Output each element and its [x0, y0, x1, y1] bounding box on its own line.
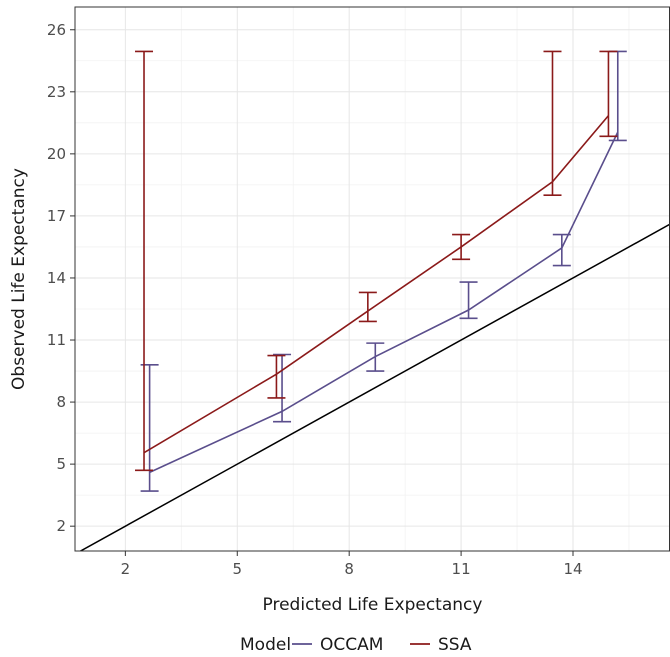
grid-major [75, 7, 670, 551]
legend-label-ssa: SSA [438, 635, 472, 655]
x-axis-title: Predicted Life Expectancy [263, 595, 483, 615]
identity-line [79, 223, 670, 551]
x-tick-label: 5 [232, 560, 242, 578]
y-tick-label: 23 [47, 83, 66, 101]
x-tick-label: 11 [452, 560, 471, 578]
error-bar-ssa [267, 354, 286, 399]
error-bar-ssa [452, 233, 471, 261]
series-line-ssa [143, 115, 610, 454]
y-tick-label: 20 [47, 145, 66, 163]
error-bar-ssa [599, 50, 618, 138]
series-group [135, 50, 627, 492]
error-bar-occam [608, 50, 627, 142]
error-bar-occam [552, 233, 571, 267]
panel-border [74, 6, 670, 552]
error-bar-occam [366, 342, 385, 372]
legend: Model OCCAM SSA [240, 635, 472, 655]
x-axis: 2 5 8 11 14 [121, 551, 583, 578]
y-tick-label: 8 [56, 393, 66, 411]
error-bar-ssa [358, 291, 377, 323]
legend-title: Model [240, 635, 291, 655]
y-axis-title: Observed Life Expectancy [9, 168, 29, 390]
series-ssa [135, 50, 618, 472]
legend-label-occam: OCCAM [320, 635, 383, 655]
y-tick-label: 2 [56, 517, 66, 535]
reference-line-group [79, 223, 670, 551]
y-tick-label: 5 [56, 455, 66, 473]
series-occam [140, 50, 627, 492]
y-tick-label: 14 [47, 269, 66, 287]
error-bar-occam [459, 281, 478, 320]
x-tick-label: 2 [121, 560, 131, 578]
y-axis: 2 5 8 11 14 17 20 23 26 [47, 21, 75, 535]
grid-minor [75, 7, 670, 551]
y-tick-label: 11 [47, 331, 66, 349]
y-tick-label: 26 [47, 21, 66, 39]
error-bar-ssa [135, 50, 154, 472]
x-tick-label: 14 [563, 560, 582, 578]
x-tick-label: 8 [344, 560, 354, 578]
error-bar-occam [273, 353, 292, 423]
y-tick-label: 17 [47, 207, 66, 225]
series-line-occam [149, 131, 619, 474]
error-bar-ssa [543, 50, 562, 197]
